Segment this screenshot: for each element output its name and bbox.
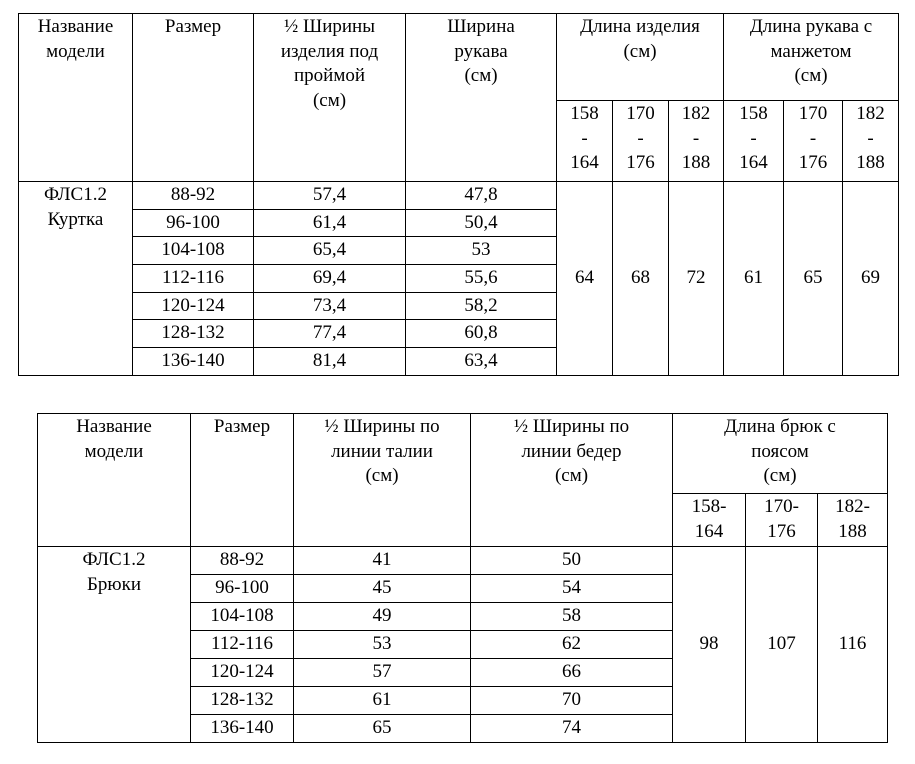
pants-length-height-range: 158- 164 [672, 492, 746, 547]
jacket-header-row-1: Название модели Размер ½ Ширины изделия … [18, 13, 900, 182]
jacket-size-table: Название модели Размер ½ Ширины изделия … [18, 13, 900, 376]
jacket-sleeve-width-cell: 55,6 [405, 264, 557, 293]
jacket-table-row: ФЛС1.2 Куртка 88-92 57,4 47,8 64 68 72 6… [18, 181, 900, 376]
pants-waist-cell: 61 [293, 685, 471, 715]
jacket-garment-length-value: 64 [556, 181, 613, 376]
pants-size-cell: 104-108 [190, 601, 294, 631]
pants-table-row: 112-116 53 62 [38, 629, 888, 659]
jacket-size-cell: 112-116 [132, 264, 254, 293]
jacket-garment-length-value: 72 [667, 181, 725, 376]
pants-length-value: 116 [816, 545, 889, 743]
jacket-half-width-cell: 57,4 [253, 181, 406, 210]
pants-waist-cell: 49 [293, 601, 471, 631]
pants-waist-cell: 57 [293, 657, 471, 687]
jacket-half-width-cell: 61,4 [253, 208, 406, 238]
jacket-size-cell: 120-124 [132, 291, 254, 321]
jacket-sleeve-length-height-range: 170 - 176 [783, 100, 844, 182]
pants-waist-cell: 41 [293, 545, 471, 575]
jacket-table-row: 128-132 77,4 60,8 [19, 319, 899, 349]
jacket-garment-length-value: 68 [612, 181, 669, 376]
jacket-header-size: Размер [132, 13, 254, 182]
pants-length-height-range: 182- 188 [816, 492, 889, 547]
pants-waist-cell: 45 [293, 573, 471, 603]
jacket-sleeve-width-cell: 63,4 [405, 347, 557, 376]
jacket-sleeve-width-cell: 53 [405, 236, 557, 266]
jacket-size-cell: 128-132 [132, 319, 254, 349]
jacket-size-cell: 104-108 [132, 236, 254, 266]
pants-length-height-range: 170- 176 [745, 492, 818, 547]
jacket-sleeve-width-cell: 47,8 [405, 181, 557, 210]
jacket-size-cell: 136-140 [132, 347, 254, 376]
pants-header-half-width-hips: ½ Ширины по линии бедер (см) [470, 412, 673, 547]
pants-table-row: 128-132 61 70 [38, 685, 888, 715]
pants-hips-cell: 50 [470, 545, 673, 575]
pants-size-cell: 96-100 [190, 573, 294, 603]
jacket-header-sleeve-length-with-cuff: Длина рукава с манжетом (см) [723, 13, 900, 101]
jacket-half-width-cell: 77,4 [253, 319, 406, 349]
pants-size-cell: 128-132 [190, 685, 294, 715]
jacket-sleeve-width-cell: 58,2 [405, 291, 557, 321]
jacket-sleeve-length-value: 69 [842, 181, 900, 376]
jacket-sleeve-length-height-range: 182 - 188 [842, 100, 900, 182]
jacket-header-half-width-armhole: ½ Ширины изделия под проймой (см) [253, 13, 406, 182]
pants-header-model: Название модели [37, 412, 191, 547]
pants-table-row: 136-140 65 74 [38, 713, 888, 743]
pants-size-cell: 112-116 [190, 629, 294, 659]
jacket-size-cell: 96-100 [132, 208, 254, 238]
pants-header-row-2: 158- 164 170- 176 182- 188 [38, 492, 889, 547]
pants-hips-cell: 54 [470, 573, 673, 603]
pants-header-length-with-belt: Длина брюк с поясом (см) [671, 412, 889, 494]
pants-size-cell: 136-140 [190, 713, 294, 743]
jacket-garment-length-height-range: 170 - 176 [612, 100, 669, 182]
pants-size-cell: 88-92 [190, 545, 294, 575]
pants-size-table: Название модели Размер ½ Ширины по линии… [37, 412, 889, 743]
pants-size-cell: 120-124 [190, 657, 294, 687]
jacket-garment-length-height-range: 158 - 164 [556, 100, 613, 182]
jacket-table-row: 120-124 73,4 58,2 [19, 291, 899, 321]
pants-length-value: 107 [745, 545, 818, 743]
jacket-sleeve-length-value: 61 [723, 181, 785, 376]
jacket-model-name: ФЛС1.2 Куртка [18, 181, 133, 376]
jacket-size-cell: 88-92 [132, 181, 254, 210]
pants-model-name: ФЛС1.2 Брюки [37, 545, 191, 743]
jacket-table-row: 136-140 81,4 63,4 [19, 347, 899, 376]
pants-header-row-1: Название модели Размер ½ Ширины по линии… [37, 412, 889, 547]
pants-hips-cell: 58 [470, 601, 673, 631]
jacket-header-row-2: 158 - 164 170 - 176 182 - 188 158 - 164 … [19, 100, 900, 182]
pants-hips-cell: 70 [470, 685, 673, 715]
pants-hips-cell: 66 [470, 657, 673, 687]
jacket-sleeve-length-height-range: 158 - 164 [723, 100, 785, 182]
jacket-sleeve-width-cell: 50,4 [405, 208, 557, 238]
pants-waist-cell: 65 [293, 713, 471, 743]
jacket-header-garment-length: Длина изделия (см) [555, 13, 725, 101]
pants-length-value: 98 [672, 545, 746, 743]
jacket-table-row: 104-108 65,4 53 [19, 236, 899, 266]
pants-hips-cell: 62 [470, 629, 673, 659]
pants-table-row: ФЛС1.2 Брюки 88-92 41 50 98 107 116 [37, 545, 889, 743]
jacket-table-row: 112-116 69,4 55,6 [19, 264, 899, 293]
pants-waist-cell: 53 [293, 629, 471, 659]
pants-hips-cell: 74 [470, 713, 673, 743]
jacket-sleeve-length-value: 65 [783, 181, 844, 376]
pants-header-size: Размер [190, 412, 294, 547]
jacket-half-width-cell: 69,4 [253, 264, 406, 293]
jacket-half-width-cell: 73,4 [253, 291, 406, 321]
pants-header-half-width-waist: ½ Ширины по линии талии (см) [293, 412, 471, 547]
jacket-header-model: Название модели [18, 13, 133, 182]
pants-table-row: 104-108 49 58 [38, 601, 888, 631]
jacket-garment-length-height-range: 182 - 188 [667, 100, 725, 182]
jacket-table-row: 96-100 61,4 50,4 [19, 208, 899, 238]
jacket-sleeve-width-cell: 60,8 [405, 319, 557, 349]
jacket-half-width-cell: 81,4 [253, 347, 406, 376]
jacket-header-sleeve-width: Ширина рукава (см) [405, 13, 557, 182]
jacket-half-width-cell: 65,4 [253, 236, 406, 266]
